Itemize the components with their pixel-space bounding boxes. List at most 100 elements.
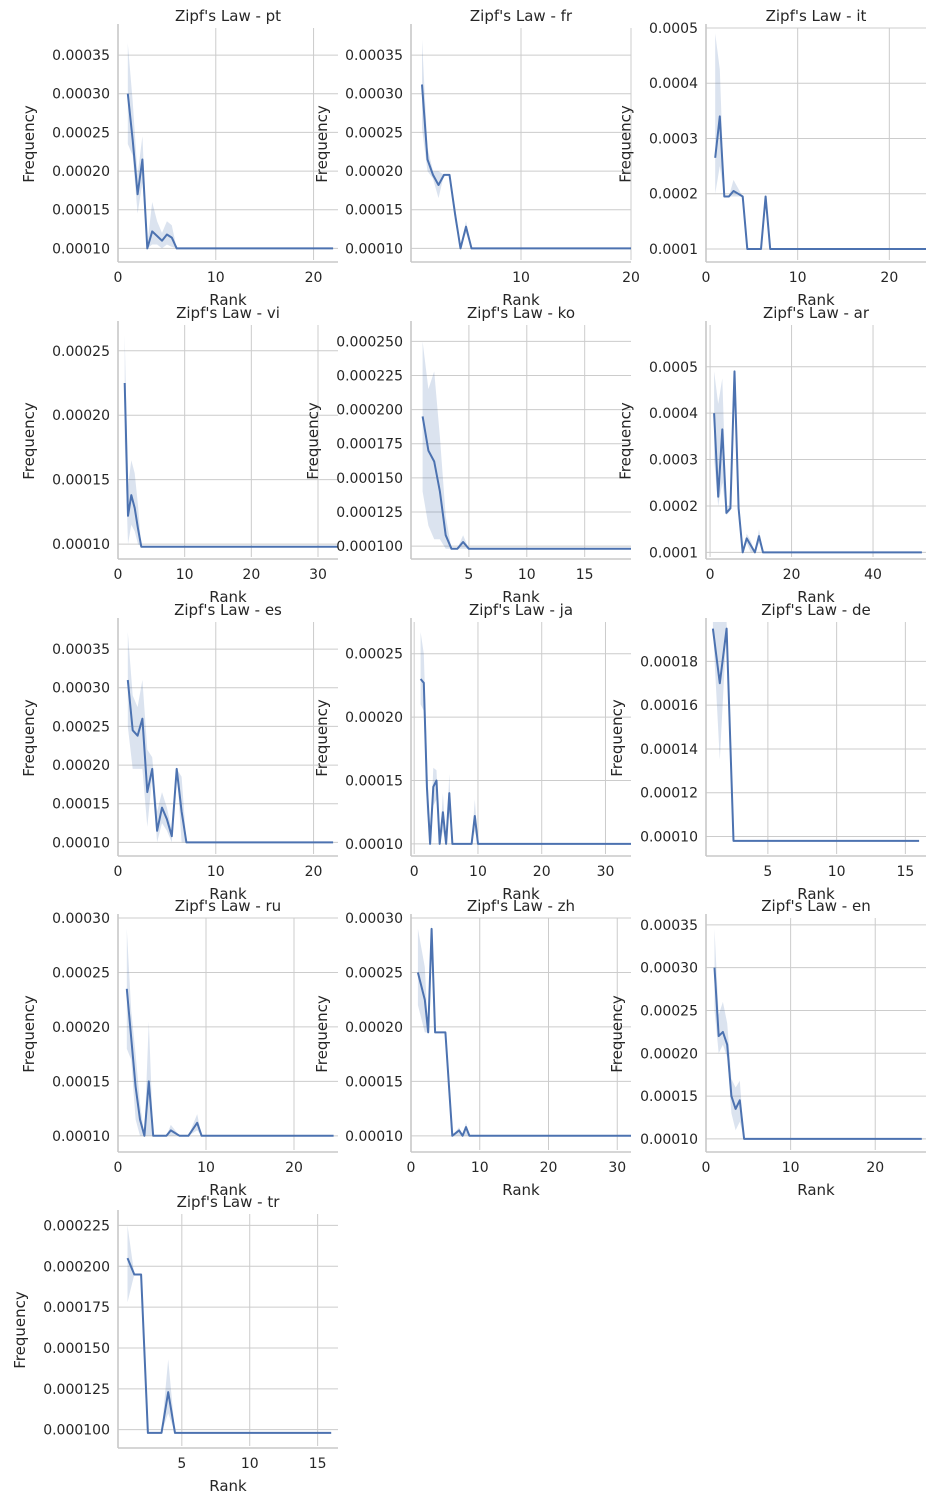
subplot-2: 10 20 0.00010 0.00015 0.00020 0.00025 0.00030 0… [313, 7, 640, 309]
subplot-title: Zipf's Law - tr [177, 1193, 281, 1211]
confidence-band [127, 1225, 332, 1433]
subplot-title: Zipf's Law - es [174, 601, 282, 619]
subplot-title: Zipf's Law - it [766, 7, 867, 25]
x-tick-label: 0 [702, 270, 711, 286]
y-tick-label: 0.00025 [345, 647, 403, 663]
y-tick-label: 0.00035 [640, 918, 698, 934]
y-tick-label: 0.0001 [649, 242, 698, 258]
y-tick-label: 0.00015 [52, 203, 110, 219]
x-tick-label: 5 [177, 1456, 186, 1472]
frequency-line [714, 115, 926, 250]
y-tick-label: 0.0004 [649, 76, 698, 92]
x-axis-label: Rank [209, 885, 247, 903]
y-tick-label: 0.00010 [345, 241, 403, 257]
x-tick-label: 0 [114, 270, 123, 286]
y-tick-label: 0.000250 [336, 334, 403, 350]
y-tick-label: 0.00035 [345, 48, 403, 64]
y-tick-label: 0.000100 [336, 539, 403, 555]
y-tick-label: 0.00015 [345, 773, 403, 789]
y-tick-label: 0.00025 [52, 965, 110, 981]
y-axis-label: Frequency [20, 402, 38, 480]
y-tick-label: 0.00018 [640, 654, 698, 670]
frequency-line [713, 370, 922, 554]
y-axis-label: Frequency [608, 995, 626, 1073]
subplot-title: Zipf's Law - de [761, 601, 870, 619]
x-tick-label: 15 [309, 1456, 327, 1472]
frequency-line [419, 678, 631, 845]
y-tick-label: 0.00030 [52, 911, 110, 927]
y-axis-label: Frequency [11, 1291, 29, 1369]
y-tick-label: 0.00020 [52, 1020, 110, 1036]
frequency-line [713, 967, 922, 1140]
x-tick-label: 20 [866, 1160, 884, 1176]
y-tick-label: 0.00015 [52, 797, 110, 813]
y-tick-label: 0.0003 [649, 131, 698, 147]
y-tick-label: 0.0003 [649, 453, 698, 469]
x-axis-label: Rank [502, 588, 540, 606]
x-tick-label: 40 [864, 567, 882, 583]
x-axis-label: Rank [797, 291, 835, 309]
y-tick-label: 0.00025 [52, 125, 110, 141]
y-tick-label: 0.00020 [640, 1046, 698, 1062]
x-axis-label: Rank [502, 885, 540, 903]
frequency-line [123, 382, 338, 548]
y-tick-label: 0.00010 [52, 1129, 110, 1145]
y-tick-label: 0.0002 [649, 187, 698, 203]
confidence-band [712, 622, 920, 841]
confidence-band [127, 632, 334, 843]
x-tick-label: 0 [114, 1160, 123, 1176]
x-tick-label: 10 [241, 1456, 259, 1472]
x-tick-label: 15 [896, 864, 914, 880]
confidence-band [126, 928, 334, 1136]
y-tick-label: 0.000225 [336, 368, 403, 384]
frequency-line [711, 627, 920, 842]
x-tick-label: 10 [197, 1160, 215, 1176]
y-axis-label: Frequency [20, 699, 38, 777]
x-tick-label: 10 [828, 864, 846, 880]
subplot-5: 5 10 15 0.000100 0.000125 0.000150 0.000175 0.0… [304, 304, 631, 606]
y-tick-label: 0.00015 [52, 473, 110, 489]
y-tick-label: 0.00025 [52, 719, 110, 735]
y-tick-label: 0.000175 [43, 1300, 110, 1316]
y-axis-label: Frequency [608, 699, 626, 777]
confidence-band [420, 632, 631, 844]
x-tick-label: 10 [207, 864, 225, 880]
y-tick-label: 0.0004 [649, 406, 698, 422]
x-tick-label: 30 [608, 1160, 626, 1176]
frequency-line [126, 1257, 332, 1434]
confidence-band [422, 39, 631, 249]
y-tick-label: 0.00025 [52, 344, 110, 360]
y-axis-label: Frequency [313, 995, 331, 1073]
x-axis-label: Rank [502, 1181, 540, 1199]
x-tick-label: 10 [789, 270, 807, 286]
x-tick-label: 10 [176, 567, 194, 583]
y-tick-label: 0.000150 [43, 1341, 110, 1357]
x-tick-label: 0 [114, 864, 123, 880]
subplot-12: 0 10 20 0.00010 0.00015 0.00020 0.00025 0.00030… [608, 897, 926, 1199]
y-tick-label: 0.0005 [649, 360, 698, 376]
y-tick-label: 0.00014 [640, 742, 698, 758]
subplot-4: 0 10 20 30 0.00010 0.00015 0.00020 0.00025 Zipf'… [20, 304, 338, 606]
subplot-title: Zipf's Law - en [761, 897, 870, 915]
y-tick-label: 0.00010 [52, 537, 110, 553]
subplot-title: Zipf's Law - ar [763, 304, 870, 322]
frequency-line [421, 416, 631, 550]
x-tick-label: 20 [533, 864, 551, 880]
y-tick-label: 0.000125 [336, 505, 403, 521]
y-tick-label: 0.00025 [345, 965, 403, 981]
confidence-band [715, 33, 926, 249]
subplot-title: Zipf's Law - fr [470, 7, 573, 25]
y-tick-label: 0.00025 [640, 1003, 698, 1019]
y-tick-label: 0.00035 [52, 48, 110, 64]
frequency-line [126, 93, 334, 250]
y-axis-label: Frequency [313, 105, 331, 183]
y-axis-label: Frequency [20, 995, 38, 1073]
subplot-13: 5 10 15 0.000100 0.000125 0.000150 0.000175 0.0… [11, 1193, 338, 1495]
x-tick-label: 20 [305, 270, 323, 286]
x-tick-label: 15 [576, 567, 594, 583]
y-axis-label: Frequency [616, 402, 634, 480]
frequency-line [416, 927, 631, 1137]
y-axis-label: Frequency [304, 402, 322, 480]
subplot-title: Zipf's Law - ru [175, 897, 281, 915]
